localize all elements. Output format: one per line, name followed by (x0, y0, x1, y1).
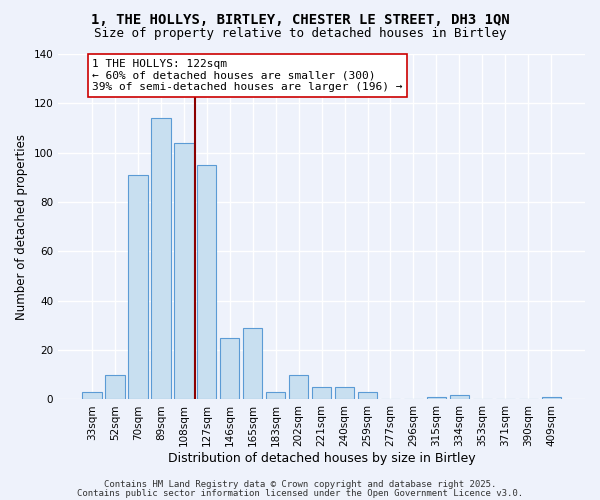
Bar (266, 392, 286, 400)
Bar (197, 165, 217, 400)
Bar (427, 397, 446, 400)
X-axis label: Distribution of detached houses by size in Birtley: Distribution of detached houses by size … (168, 452, 475, 465)
Bar (151, 118, 170, 400)
Text: 1, THE HOLLYS, BIRTLEY, CHESTER LE STREET, DH3 1QN: 1, THE HOLLYS, BIRTLEY, CHESTER LE STREE… (91, 12, 509, 26)
Bar (128, 175, 148, 400)
Text: Contains public sector information licensed under the Open Government Licence v3: Contains public sector information licen… (77, 488, 523, 498)
Bar (174, 143, 194, 400)
Y-axis label: Number of detached properties: Number of detached properties (15, 134, 28, 320)
Bar (105, 375, 125, 400)
Bar (82, 392, 101, 400)
Bar (449, 394, 469, 400)
Bar (358, 392, 377, 400)
Text: Size of property relative to detached houses in Birtley: Size of property relative to detached ho… (94, 28, 506, 40)
Bar (243, 328, 262, 400)
Text: 1 THE HOLLYS: 122sqm
← 60% of detached houses are smaller (300)
39% of semi-deta: 1 THE HOLLYS: 122sqm ← 60% of detached h… (92, 59, 403, 92)
Text: Contains HM Land Registry data © Crown copyright and database right 2025.: Contains HM Land Registry data © Crown c… (104, 480, 496, 489)
Bar (220, 338, 239, 400)
Bar (542, 397, 561, 400)
Bar (289, 375, 308, 400)
Bar (312, 387, 331, 400)
Bar (335, 387, 355, 400)
